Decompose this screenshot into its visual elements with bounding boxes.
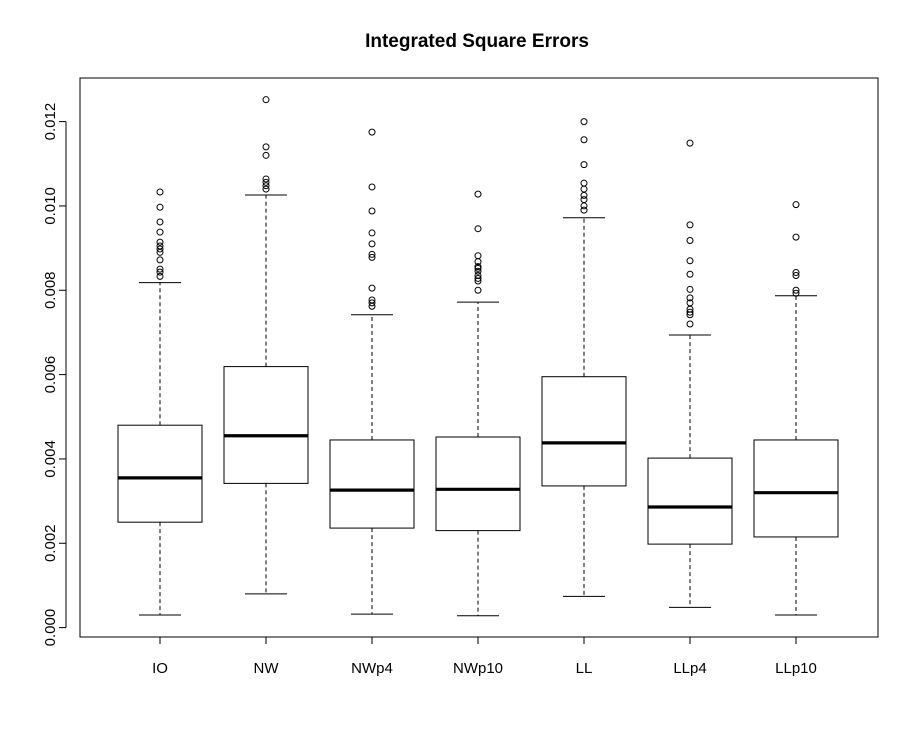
box-iqr bbox=[647, 457, 733, 545]
outlier-point bbox=[156, 256, 164, 264]
y-tick-label: 0.010 bbox=[42, 187, 59, 225]
x-axis: IO NW NWp4 NWp10 LL LLp4 LLp10 bbox=[152, 636, 817, 677]
outlier-point bbox=[368, 250, 376, 258]
box-iqr bbox=[117, 424, 203, 523]
outlier-point bbox=[262, 143, 270, 151]
outlier-point bbox=[580, 196, 588, 204]
outlier-point bbox=[262, 185, 270, 193]
outlier-point bbox=[156, 228, 164, 236]
outlier-point bbox=[156, 238, 164, 246]
box-iqr bbox=[223, 366, 309, 484]
outlier-point bbox=[686, 221, 694, 229]
outlier-point bbox=[580, 136, 588, 144]
chart-title: Integrated Square Errors bbox=[365, 31, 589, 52]
y-tick-label: 0.006 bbox=[42, 356, 59, 394]
outlier-point bbox=[474, 258, 482, 266]
outlier-point bbox=[262, 151, 270, 159]
outlier-point bbox=[474, 225, 482, 233]
box-nwp10 bbox=[435, 190, 521, 617]
x-tick-label: LLp10 bbox=[775, 660, 817, 677]
box-iqr bbox=[435, 436, 521, 532]
outlier-point bbox=[686, 257, 694, 265]
outlier-point bbox=[368, 302, 376, 310]
outlier-point bbox=[474, 264, 482, 272]
box-iqr bbox=[541, 376, 627, 487]
outlier-point bbox=[792, 269, 800, 277]
outlier-point bbox=[262, 178, 270, 186]
y-tick-label: 0.002 bbox=[42, 524, 59, 562]
outlier-point bbox=[156, 188, 164, 196]
outlier-point bbox=[474, 277, 482, 285]
outlier-point bbox=[262, 175, 270, 183]
outlier-point bbox=[368, 240, 376, 248]
outlier-point bbox=[792, 272, 800, 280]
outlier-point bbox=[368, 253, 376, 261]
outlier-point bbox=[792, 201, 800, 209]
y-tick-label: 0.008 bbox=[42, 271, 59, 309]
outlier-point bbox=[474, 252, 482, 260]
x-tick-label: LLp4 bbox=[673, 660, 706, 677]
box-llp4 bbox=[647, 139, 733, 608]
outlier-point bbox=[474, 190, 482, 198]
outlier-point bbox=[368, 183, 376, 191]
outlier-point bbox=[368, 229, 376, 237]
outlier-point bbox=[686, 320, 694, 328]
outlier-point bbox=[686, 294, 694, 302]
outlier-point bbox=[686, 305, 694, 313]
x-tick-label: NW bbox=[254, 660, 280, 677]
outlier-point bbox=[792, 289, 800, 297]
outlier-point bbox=[580, 161, 588, 169]
outlier-point bbox=[156, 268, 164, 276]
outlier-point bbox=[474, 274, 482, 282]
y-axis: 0.000 0.002 0.004 0.006 0.008 0.010 0.012 bbox=[42, 103, 67, 647]
outlier-point bbox=[686, 270, 694, 278]
outlier-point bbox=[156, 245, 164, 253]
y-tick-label: 0.000 bbox=[42, 609, 59, 647]
outlier-point bbox=[580, 191, 588, 199]
outlier-point bbox=[580, 185, 588, 193]
outlier-point bbox=[686, 285, 694, 293]
outlier-point bbox=[792, 233, 800, 241]
outlier-point bbox=[368, 207, 376, 215]
y-tick-label: 0.012 bbox=[42, 103, 59, 141]
outlier-point bbox=[580, 179, 588, 187]
plot-frame bbox=[79, 77, 879, 638]
boxes-group bbox=[117, 96, 839, 617]
outlier-point bbox=[368, 299, 376, 307]
outlier-point bbox=[474, 267, 482, 275]
outlier-point bbox=[262, 182, 270, 190]
y-tick-label: 0.004 bbox=[42, 440, 59, 478]
outlier-point bbox=[474, 272, 482, 280]
outlier-point bbox=[792, 286, 800, 294]
outlier-point bbox=[368, 284, 376, 292]
box-nw bbox=[223, 96, 309, 595]
outlier-point bbox=[262, 96, 270, 104]
x-tick-label: NWp4 bbox=[351, 660, 393, 677]
outlier-point bbox=[580, 206, 588, 214]
outlier-point bbox=[686, 139, 694, 147]
box-iqr bbox=[753, 439, 839, 538]
outlier-point bbox=[580, 118, 588, 126]
box-llp10 bbox=[753, 201, 839, 616]
box-iqr bbox=[329, 439, 415, 529]
outlier-point bbox=[474, 286, 482, 294]
box-nwp4 bbox=[329, 128, 415, 615]
outlier-point bbox=[156, 218, 164, 226]
outlier-point bbox=[368, 128, 376, 136]
outlier-point bbox=[156, 272, 164, 280]
outlier-point bbox=[156, 248, 164, 256]
outlier-point bbox=[686, 308, 694, 316]
outlier-point bbox=[686, 237, 694, 245]
outlier-point bbox=[156, 203, 164, 211]
outlier-point bbox=[156, 265, 164, 273]
x-tick-label: IO bbox=[152, 660, 168, 677]
box-io bbox=[117, 188, 203, 616]
outlier-point bbox=[580, 202, 588, 210]
box-ll bbox=[541, 118, 627, 597]
outlier-point bbox=[686, 311, 694, 319]
x-tick-label: NWp10 bbox=[453, 660, 503, 677]
x-tick-label: LL bbox=[576, 660, 593, 677]
